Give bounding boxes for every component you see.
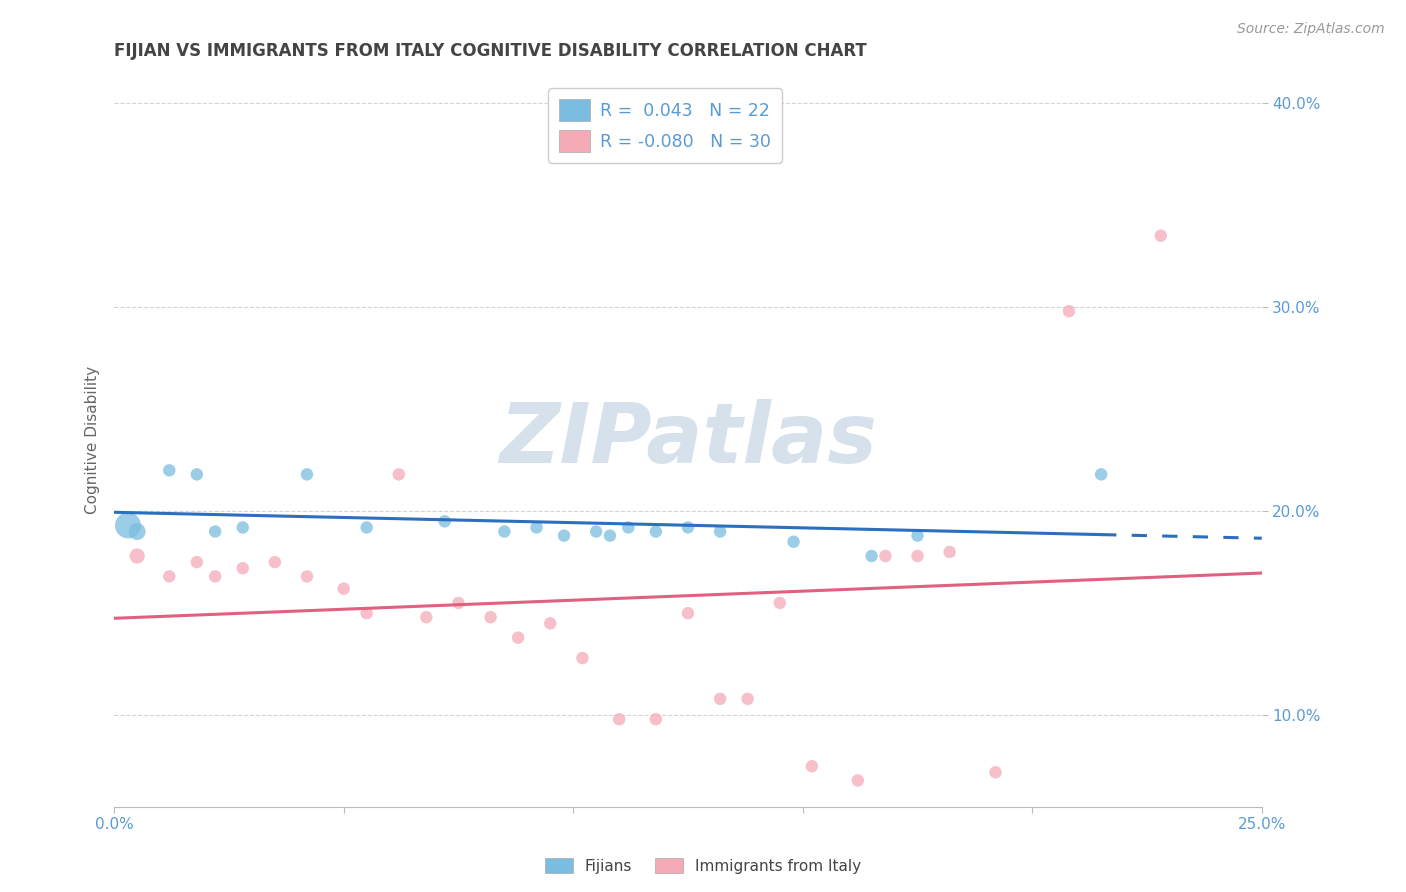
- Point: [186, 555, 208, 569]
- Point: [356, 520, 378, 534]
- Point: [204, 524, 226, 539]
- Point: [494, 524, 516, 539]
- Point: [1150, 228, 1173, 243]
- Point: [800, 759, 823, 773]
- Point: [157, 569, 180, 583]
- Point: [538, 616, 561, 631]
- Point: [607, 712, 630, 726]
- Point: [447, 596, 470, 610]
- Point: [232, 561, 254, 575]
- Point: [508, 631, 530, 645]
- Point: [907, 549, 929, 563]
- Point: [332, 582, 354, 596]
- Point: [875, 549, 897, 563]
- Point: [676, 520, 699, 534]
- Point: [769, 596, 792, 610]
- Point: [709, 691, 731, 706]
- Point: [1057, 304, 1080, 318]
- Point: [157, 463, 180, 477]
- Point: [204, 569, 226, 583]
- Point: [1090, 467, 1112, 482]
- Point: [526, 520, 548, 534]
- Point: [585, 524, 607, 539]
- Text: ZIPatlas: ZIPatlas: [499, 400, 877, 480]
- Point: [127, 524, 149, 539]
- Point: [709, 524, 731, 539]
- Text: FIJIAN VS IMMIGRANTS FROM ITALY COGNITIVE DISABILITY CORRELATION CHART: FIJIAN VS IMMIGRANTS FROM ITALY COGNITIV…: [114, 42, 868, 60]
- Point: [415, 610, 437, 624]
- Point: [782, 534, 804, 549]
- Point: [232, 520, 254, 534]
- Legend: R =  0.043   N = 22, R = -0.080   N = 30: R = 0.043 N = 22, R = -0.080 N = 30: [548, 88, 782, 162]
- Point: [644, 712, 666, 726]
- Point: [295, 569, 318, 583]
- Point: [127, 549, 149, 563]
- Point: [599, 528, 621, 542]
- Y-axis label: Cognitive Disability: Cognitive Disability: [86, 366, 100, 514]
- Point: [571, 651, 593, 665]
- Point: [846, 773, 869, 788]
- Point: [617, 520, 640, 534]
- Point: [295, 467, 318, 482]
- Point: [356, 606, 378, 620]
- Point: [644, 524, 666, 539]
- Text: Source: ZipAtlas.com: Source: ZipAtlas.com: [1237, 22, 1385, 37]
- Point: [433, 514, 456, 528]
- Point: [479, 610, 502, 624]
- Point: [938, 545, 960, 559]
- Point: [388, 467, 411, 482]
- Point: [263, 555, 285, 569]
- Legend: Fijians, Immigrants from Italy: Fijians, Immigrants from Italy: [538, 852, 868, 880]
- Point: [860, 549, 883, 563]
- Point: [117, 518, 139, 533]
- Point: [737, 691, 759, 706]
- Point: [984, 765, 1007, 780]
- Point: [186, 467, 208, 482]
- Point: [907, 528, 929, 542]
- Point: [676, 606, 699, 620]
- Point: [553, 528, 575, 542]
